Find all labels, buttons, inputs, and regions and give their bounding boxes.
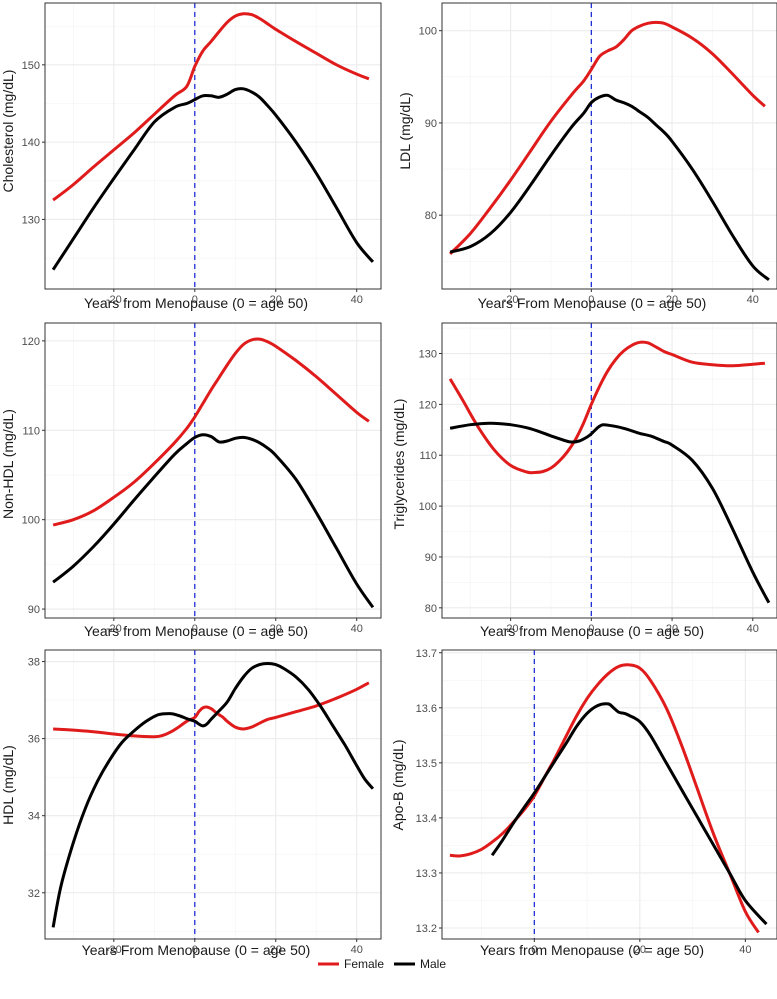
x-axis-title: Years from Menopause (0 = age 50) (480, 942, 704, 958)
x-tick-label: 40 (351, 944, 363, 956)
y-axis-title: Cholesterol (mg/dL) (0, 70, 16, 193)
panel-border (44, 2, 382, 290)
y-tick-label: 110 (22, 425, 40, 437)
y-axis-title: Triglycerides (mg/dL) (391, 399, 407, 530)
series-line-female (448, 340, 766, 475)
x-tick-label: 20 (270, 294, 282, 306)
y-tick-label: 36 (28, 734, 40, 746)
panel-triglycerides: -20 0 20 40 80 90 100 110 120 130 Triglycerides (… (391, 322, 777, 639)
y-tick-label: 100 (419, 26, 437, 38)
panel-border (441, 649, 777, 940)
x-tick-label: -20 (106, 623, 122, 635)
x-tick-label: 40 (351, 623, 363, 635)
x-tick-label: 20 (270, 944, 282, 956)
y-tick-label: 90 (28, 604, 40, 616)
series-line-female (52, 337, 370, 527)
y-tick-label: 13.5 (416, 758, 437, 770)
x-tick-label: 0 (192, 294, 198, 306)
y-tick-label: 13.6 (416, 703, 437, 715)
x-axis-title: Years from Menopause (0 = age 50) (84, 295, 308, 311)
y-axis-title: LDL (mg/dL) (397, 92, 413, 169)
y-tick-label: 100 (22, 515, 40, 527)
y-tick-label: 90 (425, 552, 437, 564)
series-line-male (449, 93, 770, 281)
y-tick-label: 80 (425, 210, 437, 222)
series-line-male (490, 702, 768, 926)
series-line-male (51, 662, 375, 928)
y-tick-label: 38 (28, 657, 40, 669)
series-line-male (51, 87, 375, 271)
panel-cholesterol: -20 0 20 40 130 140 150 Cholesterol (mg/dL) Ye… (0, 2, 382, 311)
x-tick-label: 0 (192, 944, 198, 956)
y-axis-title: HDL (mg/dL) (0, 745, 16, 825)
x-tick-label: -20 (503, 294, 519, 306)
y-tick-label: 110 (419, 450, 437, 462)
y-tick-label: 80 (425, 603, 437, 615)
y-tick-label: 120 (419, 399, 437, 411)
x-axis-title: Years from Menopause (0 = age 50) (480, 623, 704, 639)
x-tick-label: 20 (634, 944, 646, 956)
y-tick-label: 130 (22, 214, 40, 226)
y-tick-label: 120 (22, 336, 40, 348)
x-tick-label: -20 (106, 944, 122, 956)
x-tick-label: 20 (270, 623, 282, 635)
y-tick-label: 150 (22, 60, 40, 72)
series-line-female (52, 12, 370, 202)
x-tick-label: 20 (666, 294, 678, 306)
panel-border (441, 322, 777, 619)
y-tick-label: 100 (419, 501, 437, 513)
series-line-female (449, 20, 766, 255)
series-line-female (449, 663, 760, 934)
x-tick-label: 40 (739, 944, 751, 956)
x-axis-title: Years from Menopause (0 = age 50) (84, 623, 308, 639)
y-tick-label: 13.3 (416, 868, 437, 880)
y-tick-label: 13.4 (416, 813, 437, 825)
legend-label-female: Female (344, 957, 384, 971)
panel-hdl: -20 0 20 40 32 34 36 38 HDL (mg/dL) Years From … (0, 649, 382, 958)
series-line-male (52, 433, 375, 609)
panel-border (44, 649, 382, 940)
legend-label-male: Male (420, 957, 446, 971)
x-tick-label: 40 (747, 623, 759, 635)
series-line-female (53, 681, 370, 739)
x-tick-label: -20 (106, 294, 122, 306)
y-tick-label: 34 (28, 811, 40, 823)
y-tick-label: 90 (425, 118, 437, 130)
panel-border (441, 2, 777, 290)
x-axis-title: Years From Menopause (0 = age 50) (478, 295, 707, 311)
y-tick-label: 130 (419, 349, 437, 361)
panel-border (44, 322, 382, 619)
x-tick-label: 0 (588, 623, 594, 635)
y-axis-title: Apo-B (mg/dL) (390, 739, 406, 830)
y-tick-label: 13.2 (416, 923, 437, 935)
x-tick-label: 40 (747, 294, 759, 306)
panel-apo-b: 0 20 40 13.2 13.3 13.4 13.5 13.6 13.7 Apo-B (mg/… (390, 648, 777, 958)
x-tick-label: 40 (351, 294, 363, 306)
x-axis-title: Years From Menopause (0 = age 50) (82, 942, 311, 958)
y-tick-label: 13.7 (416, 648, 437, 660)
x-tick-label: 0 (192, 623, 198, 635)
panel-non-hdl: -20 0 20 40 90 100 110 120 Non-HDL (mg/dL) Year… (0, 322, 382, 639)
y-axis-title: Non-HDL (mg/dL) (0, 409, 16, 519)
x-tick-label: 0 (588, 294, 594, 306)
panel-ldl: -20 0 20 40 80 90 100 LDL (mg/dL) Years From M… (397, 2, 777, 311)
x-tick-label: 0 (531, 944, 537, 956)
x-tick-label: -20 (503, 623, 519, 635)
y-tick-label: 32 (28, 888, 40, 900)
x-tick-label: 20 (666, 623, 678, 635)
legend: Female Male (318, 957, 446, 971)
series-line-male (449, 421, 771, 604)
y-tick-label: 140 (22, 137, 40, 149)
